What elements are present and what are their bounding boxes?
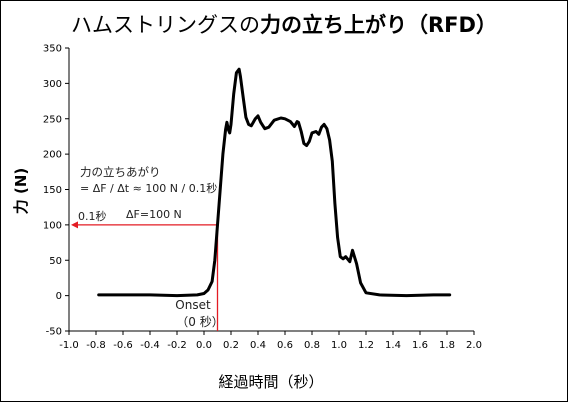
x-tick-label: -0.2 — [167, 340, 187, 351]
arrow-head — [71, 221, 78, 229]
y-tick-label: 200 — [43, 150, 62, 161]
x-tick-label: 0.2 — [223, 340, 239, 351]
onset-label: Onset — [175, 298, 211, 312]
rfd-formula-line2: = ΔF / Δt ≈ 100 N / 0.1秒 — [80, 181, 217, 195]
x-tick-label: 2.0 — [466, 340, 482, 351]
y-tick-label: 50 — [49, 256, 62, 267]
y-tick-label: 300 — [43, 79, 62, 90]
y-tick-label: 0 — [56, 291, 62, 302]
x-tick-label: -0.4 — [140, 340, 160, 351]
y-tick-label: 100 — [43, 220, 62, 231]
x-tick-label: 1.4 — [385, 340, 401, 351]
x-tick-label: -0.6 — [113, 340, 133, 351]
chart-annotations: 力の立ちあがり = ΔF / Δt ≈ 100 N / 0.1秒 0.1秒 ΔF… — [78, 165, 224, 329]
x-tick-label: -1.0 — [59, 340, 79, 351]
x-tick-label: 0.0 — [196, 340, 212, 351]
chart-ticks: -1.0 -0.8 -0.6 -0.4 -0.2 0.0 0.2 0.4 0.6 0.8 1.0 1.… — [43, 44, 482, 352]
force-delta-label: ΔF=100 N — [126, 208, 182, 221]
x-axis-label: 経過時間（秒） — [218, 373, 323, 391]
y-tick-label: 150 — [43, 185, 62, 196]
series-line — [97, 67, 452, 298]
y-tick-label: 350 — [43, 44, 62, 55]
time-delta-label: 0.1秒 — [78, 209, 107, 223]
x-tick-label: 1.6 — [412, 340, 428, 351]
x-tick-label: 1.8 — [439, 340, 455, 351]
x-tick-label: 0.6 — [277, 340, 293, 351]
x-tick-label: 0.4 — [250, 340, 266, 351]
y-tick-label: -50 — [46, 327, 62, 338]
x-tick-label: -0.8 — [86, 340, 106, 351]
rfd-formula-line1: 力の立ちあがり — [80, 165, 161, 179]
onset-time-label: （0 秒） — [176, 315, 223, 329]
chart-title: ハムストリングスの力の立ち上がり（RFD） — [1, 9, 567, 39]
y-axis-label: 力 (N) — [12, 168, 30, 215]
x-tick-label: 1.0 — [331, 340, 347, 351]
chart-title-plain: ハムストリングスの — [71, 13, 261, 37]
y-tick-label: 250 — [43, 114, 62, 125]
x-tick-label: 1.2 — [358, 340, 374, 351]
chart-title-bold: 力の立ち上がり（RFD） — [260, 13, 497, 37]
x-tick-label: 0.8 — [304, 340, 320, 351]
